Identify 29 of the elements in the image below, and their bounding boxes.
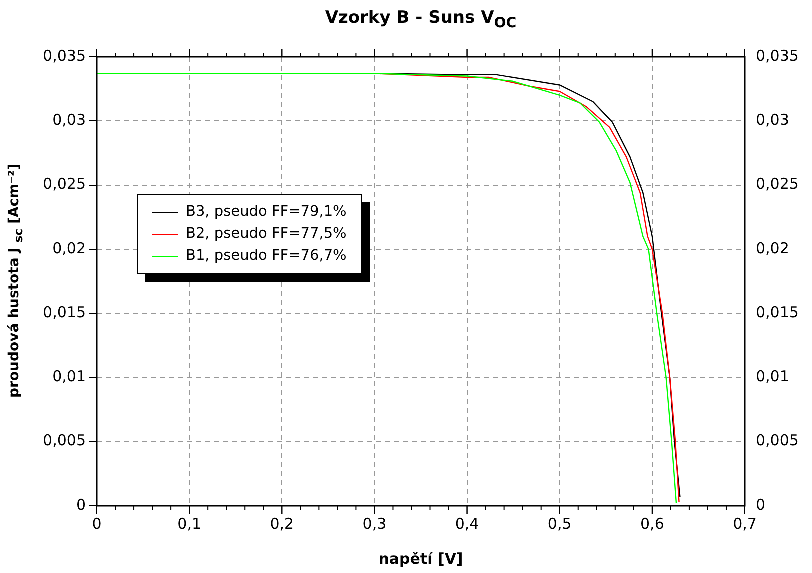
x-tick-label: 0,5: [548, 514, 572, 533]
y-tick-label: 0,01: [52, 368, 86, 386]
y2-tick-label: 0,025: [756, 175, 799, 194]
x-tick-label: 0,7: [733, 514, 757, 533]
y-tick-label: 0,025: [43, 175, 86, 194]
x-tick-label: 0,2: [270, 514, 294, 533]
y2-tick-label: 0,035: [756, 46, 799, 65]
x-tick-label: 0,1: [178, 514, 202, 533]
y-tick-label: 0,02: [52, 239, 86, 258]
y2-tick-label: 0,02: [756, 239, 790, 258]
x-tick-label: 0,4: [455, 514, 480, 533]
y2-tick-label: 0,03: [756, 111, 790, 130]
y2-tick-label: 0: [756, 496, 766, 514]
y-tick-label: 0,035: [43, 46, 86, 65]
y2-tick-label: 0,015: [756, 303, 799, 322]
x-tick-label: 0,3: [362, 514, 387, 533]
y2-tick-label: 0,005: [756, 432, 799, 450]
y-tick-label: 0,005: [43, 432, 86, 450]
legend-label: B2, pseudo FF=77,5%: [186, 226, 347, 242]
y-tick-label: 0: [76, 496, 86, 514]
y-tick-label: 0,03: [52, 111, 86, 130]
y-tick-label: 0,015: [43, 303, 86, 322]
x-axis-title: napětí [V]: [378, 550, 464, 568]
x-tick-label: 0: [92, 514, 102, 533]
legend-label: B1, pseudo FF=76,7%: [186, 248, 347, 264]
x-tick-label: 0,6: [640, 514, 664, 533]
y2-tick-label: 0,01: [756, 368, 790, 386]
chart-title: Vzorky B - Suns V$_{OC}$: [324, 8, 518, 32]
legend-label: B3, pseudo FF=79,1%: [186, 204, 347, 220]
